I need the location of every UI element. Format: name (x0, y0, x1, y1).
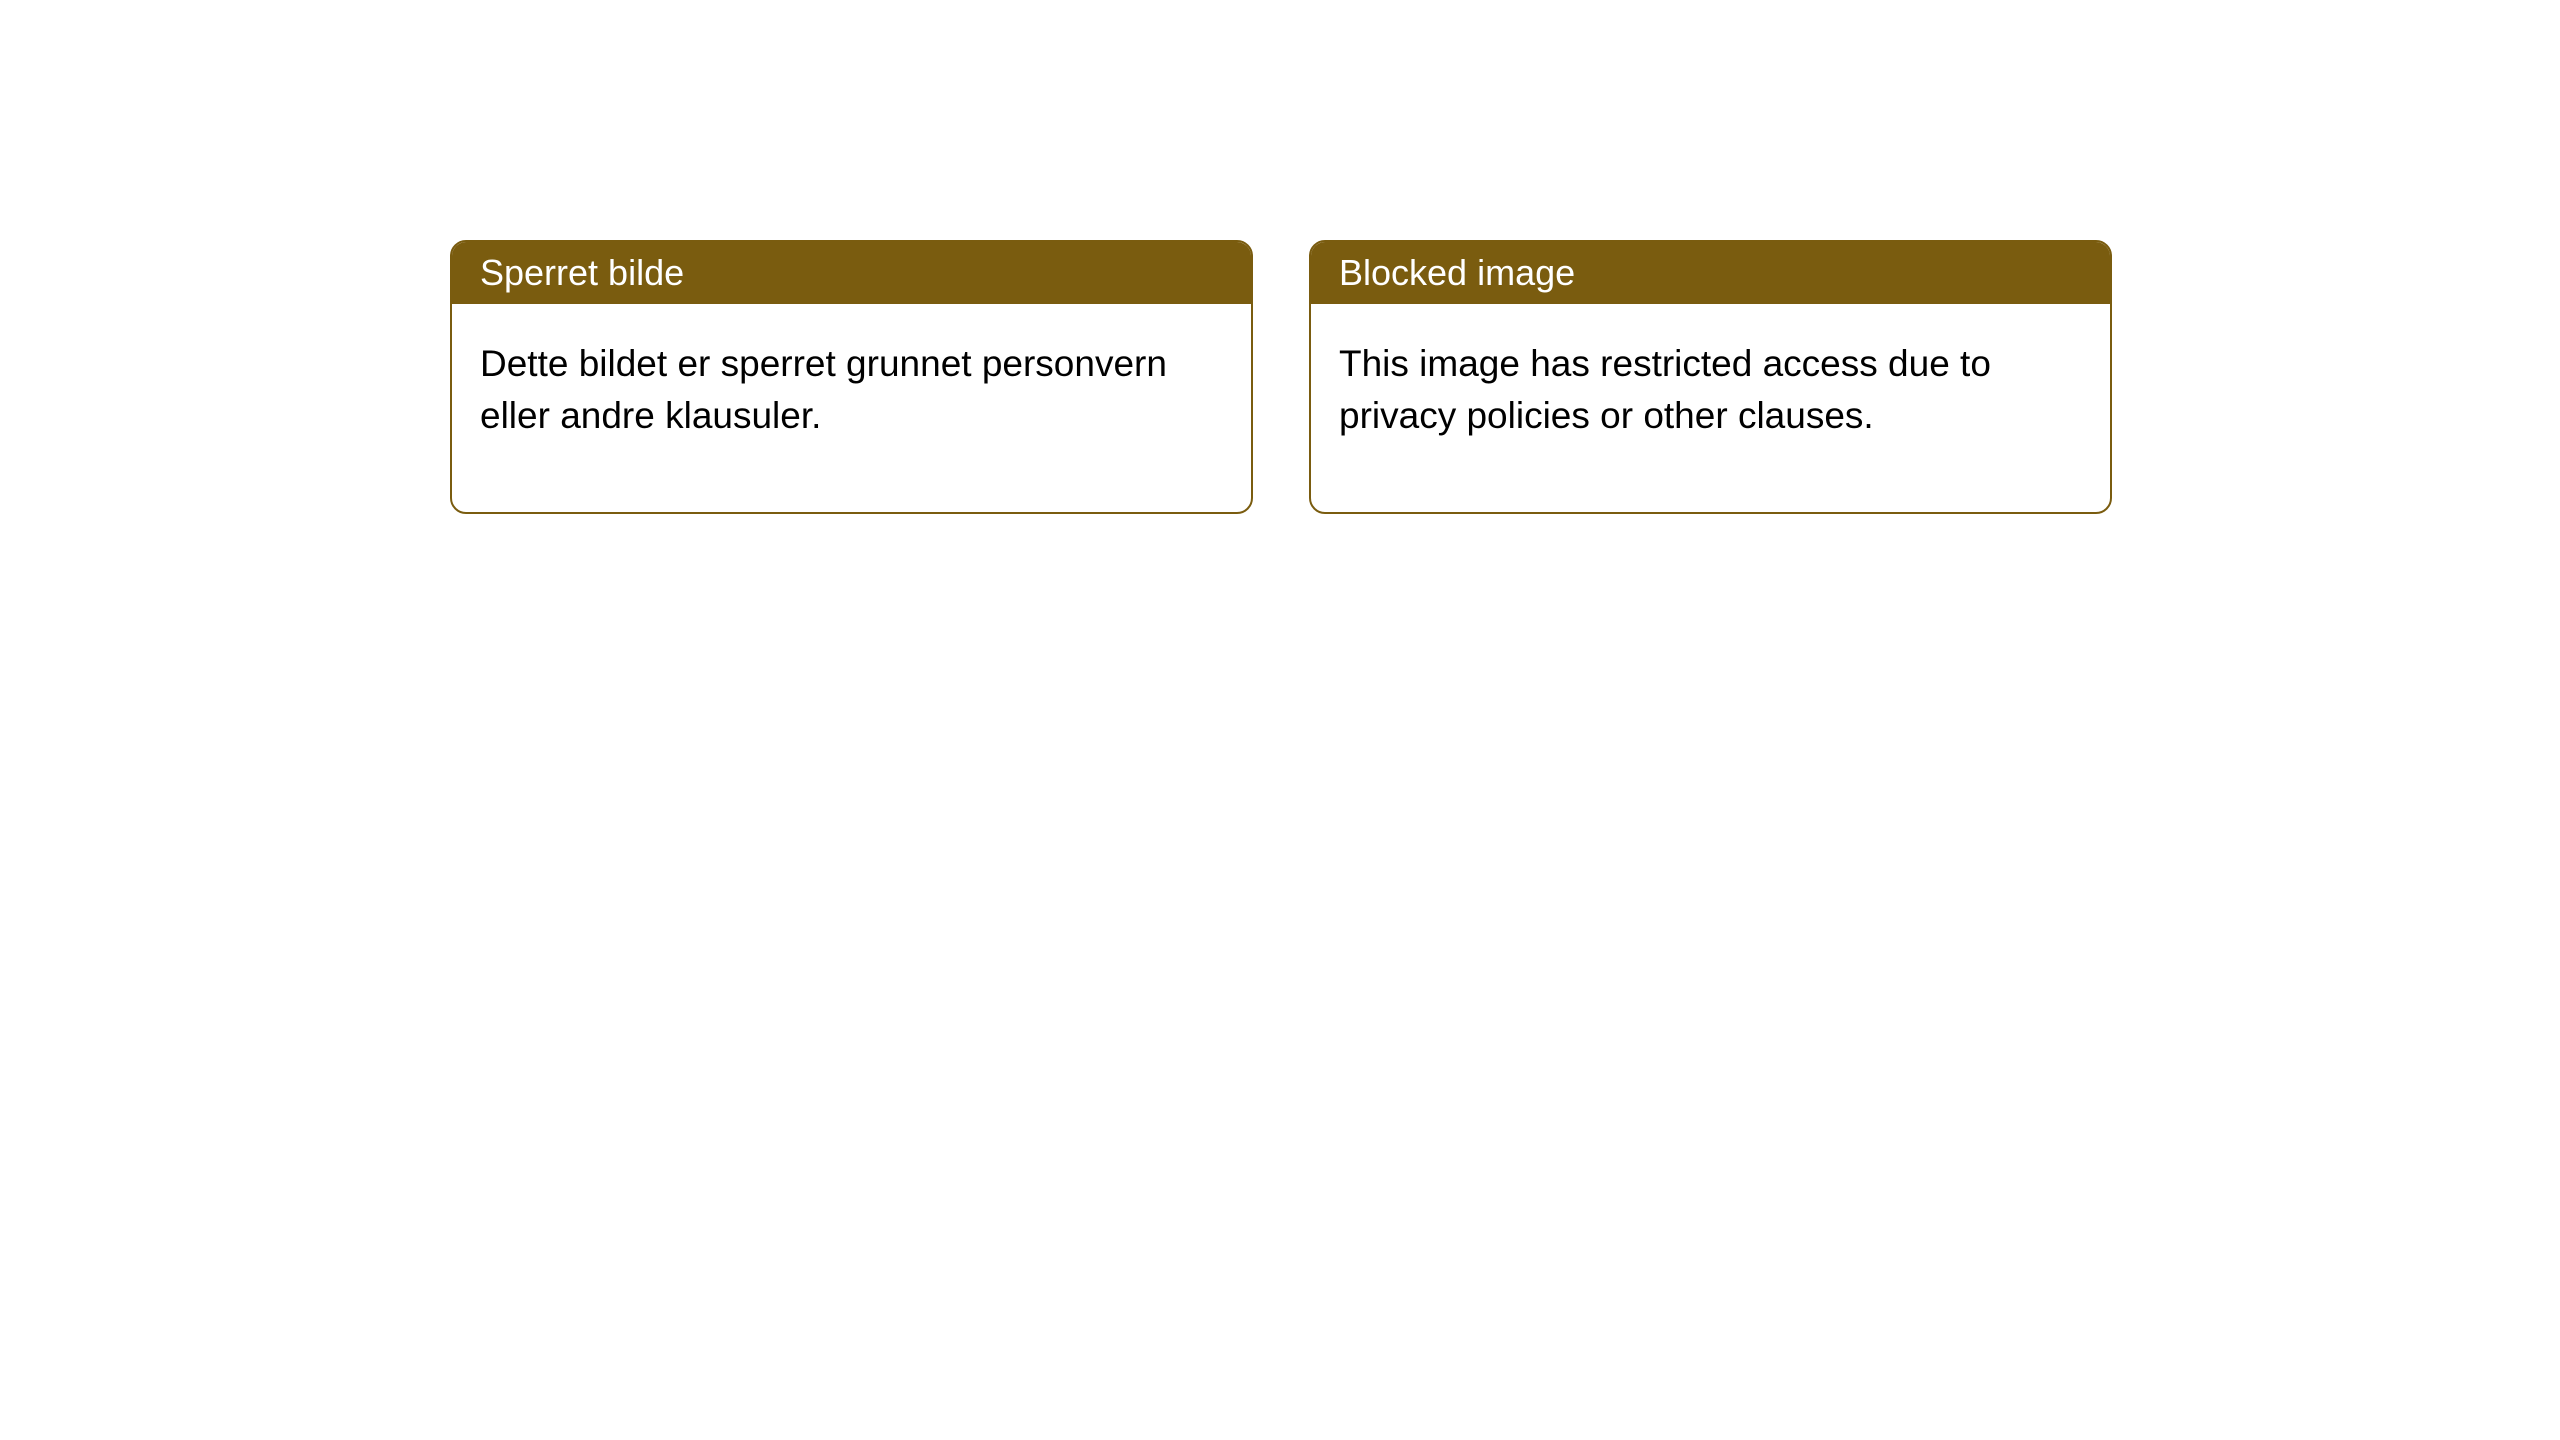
notice-box-norwegian: Sperret bilde Dette bildet er sperret gr… (450, 240, 1253, 514)
notice-body: This image has restricted access due to … (1311, 304, 2110, 512)
notice-title: Sperret bilde (452, 242, 1251, 304)
notice-body: Dette bildet er sperret grunnet personve… (452, 304, 1251, 512)
notice-container: Sperret bilde Dette bildet er sperret gr… (0, 0, 2560, 514)
notice-title: Blocked image (1311, 242, 2110, 304)
notice-box-english: Blocked image This image has restricted … (1309, 240, 2112, 514)
